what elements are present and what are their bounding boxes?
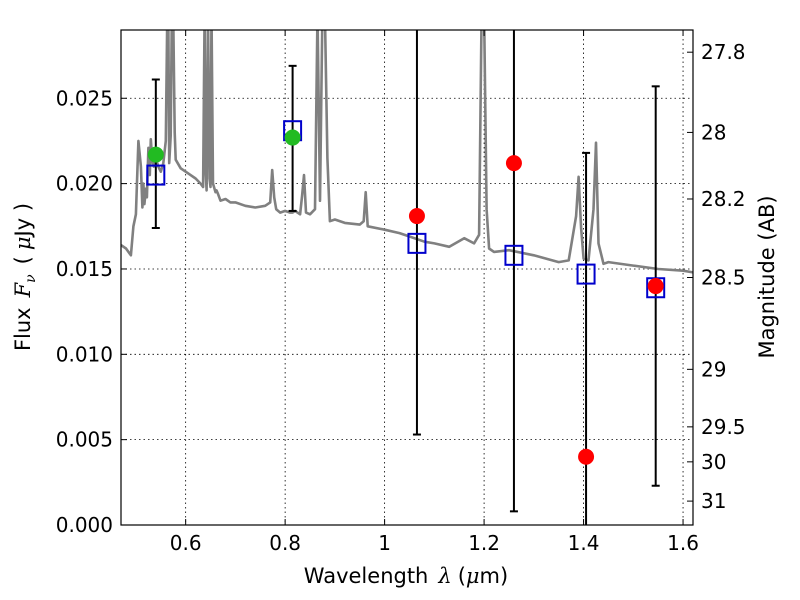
- y-tick-label: 0.015: [56, 257, 113, 281]
- x-tick-label: 1.2: [468, 531, 500, 555]
- y-tick-label: 0.005: [56, 428, 113, 452]
- x-tick-label: 0.8: [269, 531, 301, 555]
- y2-tick-label: 29.5: [701, 415, 746, 439]
- y-tick-label: 0.025: [56, 86, 113, 110]
- x-axis-label: Wavelength λ (μm): [304, 564, 508, 588]
- y-axis-label-prefix: Flux: [11, 307, 35, 351]
- red-data-point: [647, 278, 664, 295]
- y2-tick-label: 31: [701, 489, 726, 513]
- model-photometry-square: [576, 263, 596, 285]
- y2-axis-label: Magnitude (AB): [755, 195, 779, 358]
- spectrum-line: [121, 30, 693, 274]
- plot-area: [121, 30, 693, 525]
- y-axis-label-subscript: ν: [23, 274, 39, 283]
- y-tick-label: 0.020: [56, 172, 113, 196]
- x-tick-label: 1: [378, 531, 391, 555]
- red-data-point: [408, 208, 425, 225]
- y2-tick-label: 29: [701, 357, 726, 381]
- x-axis-label-unit-open: (: [458, 564, 466, 588]
- green-data-point: [147, 146, 164, 163]
- y-axis-label-unit-open: (: [11, 256, 35, 264]
- y-axis-label-symbol: F: [11, 281, 35, 298]
- y-tick-label: 0.010: [56, 342, 113, 366]
- green-data-point: [284, 129, 301, 146]
- y2-tick-label: 28.2: [701, 187, 746, 211]
- model-photometry-square: [146, 164, 166, 186]
- red-data-point: [578, 448, 595, 465]
- x-tick-label: 0.6: [170, 531, 202, 555]
- y-axis-label-unit-rest: Jy ): [11, 203, 35, 239]
- y2-tick-label: 27.8: [701, 40, 746, 64]
- x-tick-label: 1.4: [568, 531, 600, 555]
- y-axis-label: Flux Fν ( μJy ): [11, 203, 39, 351]
- x-axis-label-prefix: Wavelength: [304, 564, 429, 588]
- red-data-point: [505, 155, 522, 172]
- ticks: 0.6 0.8 1 1.2 1.4 1.6 0.000 0.005 0.010 0.015 0.02…: [56, 30, 746, 555]
- model-photometry-square: [407, 232, 427, 254]
- x-tick-label: 1.6: [667, 531, 699, 555]
- x-axis-label-unit-rest: m): [480, 564, 509, 588]
- x-axis-label-unit-mu: μ: [466, 564, 480, 588]
- model-photometry-square: [504, 244, 524, 266]
- y-axis-label-unit-mu: μ: [11, 236, 35, 250]
- y-tick-label: 0.000: [56, 513, 113, 537]
- y2-tick-label: 28: [701, 120, 726, 144]
- y2-tick-label: 30: [701, 450, 726, 474]
- y2-tick-label: 28.5: [701, 266, 746, 290]
- x-axis-label-symbol: λ: [437, 564, 451, 588]
